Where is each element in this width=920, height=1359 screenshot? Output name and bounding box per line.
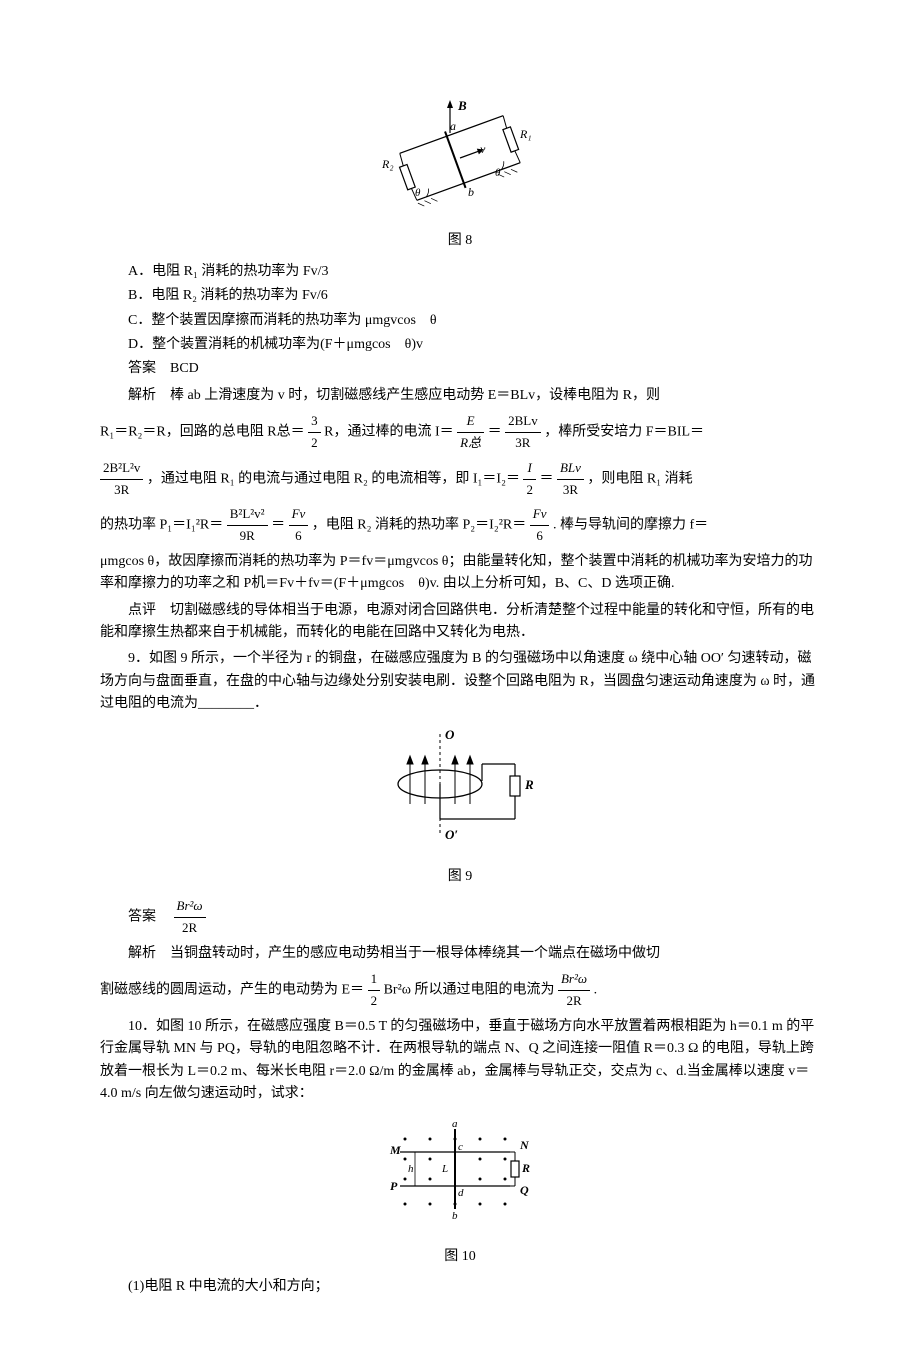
svg-text:L: L <box>441 1163 448 1175</box>
svg-text:R: R <box>524 777 534 792</box>
option-c: C．整个装置因摩擦而消耗的热功率为 μmgvcos θ <box>100 310 820 332</box>
svg-text:R: R <box>521 1161 530 1175</box>
analysis-8-line5: μmgcos θ，故因摩擦而消耗的热功率为 P＝fv＝μmgvcos θ；由能量… <box>100 551 820 596</box>
svg-text:d: d <box>458 1187 464 1199</box>
svg-text:a: a <box>452 1118 458 1130</box>
q10-sub1: (1)电阻 R 中电流的大小和方向； <box>100 1276 820 1298</box>
figure-9-label: 图 9 <box>100 866 820 888</box>
svg-text:h: h <box>408 1163 414 1175</box>
figure-9: O O′ R 图 9 <box>100 724 820 889</box>
svg-text:O′: O′ <box>445 827 458 842</box>
svg-text:θ: θ <box>415 187 421 199</box>
svg-text:b: b <box>468 185 474 199</box>
svg-text:N: N <box>519 1138 530 1152</box>
answer-8: 答案 BCD <box>100 358 820 380</box>
answer-9: 答案 Br²ω2R <box>100 896 820 939</box>
figure-10-label: 图 10 <box>100 1246 820 1268</box>
svg-text:P: P <box>390 1179 398 1193</box>
figure-8-label: 图 8 <box>100 230 820 252</box>
svg-text:c: c <box>458 1141 463 1153</box>
analysis-8-line3: 2B²L²v3R ，通过电阻 R₁ 的电流与通过电阻 R₂ 的电流相等，即 I₁… <box>100 458 820 501</box>
question-10: 10．如图 10 所示，在磁感应强度 B＝0.5 T 的匀强磁场中，垂直于磁场方… <box>100 1016 820 1106</box>
question-9: 9．如图 9 所示，一个半径为 r 的铜盘，在磁感应强度为 B 的匀强磁场中以角… <box>100 648 820 715</box>
figure-10: a b c d M N P Q R h L 图 10 <box>100 1114 820 1269</box>
svg-text:B: B <box>457 98 467 113</box>
analysis-8: 解析 棒 ab 上滑速度为 v 时，切割磁感线产生感应电动势 E＝BLv，设棒电… <box>100 385 820 407</box>
analysis-9: 解析 当铜盘转动时，产生的感应电动势相当于一根导体棒绕其一个端点在磁场中做切 <box>100 943 820 965</box>
svg-text:R₂: R₂ <box>381 157 394 171</box>
svg-text:a: a <box>450 119 456 133</box>
svg-text:θ: θ <box>495 167 501 179</box>
svg-text:O: O <box>445 727 455 742</box>
svg-text:Q: Q <box>520 1183 529 1197</box>
comment-8: 点评 切割磁感线的导体相当于电源，电源对闭合回路供电．分析清楚整个过程中能量的转… <box>100 600 820 645</box>
analysis-9-line2: 割磁感线的圆周运动，产生的电动势为 E＝ 12 Br²ω 所以通过电阻的电流为 … <box>100 969 820 1012</box>
analysis-8-line2: R₁＝R₂＝R，回路的总电阻 R总＝ 32 R，通过棒的电流 I＝ ER总 ＝ … <box>100 411 820 454</box>
svg-text:R₁: R₁ <box>519 127 532 141</box>
option-b: B．电阻 R₂ 消耗的热功率为 Fv/6 <box>100 285 820 307</box>
svg-text:M: M <box>389 1143 401 1157</box>
svg-text:b: b <box>452 1210 458 1222</box>
svg-text:v: v <box>480 142 486 156</box>
option-d: D．整个装置消耗的机械功率为(F＋μmgcos θ)v <box>100 334 820 356</box>
figure-8: B a b v R₁ R₂ θ θ 图 8 <box>100 88 820 253</box>
analysis-8-line4: 的热功率 P₁＝I₁²R＝ B²L²v²9R ＝ Fv6 ，电阻 R₂ 消耗的热… <box>100 504 820 547</box>
option-a: A．电阻 R₁ 消耗的热功率为 Fv/3 <box>100 261 820 283</box>
